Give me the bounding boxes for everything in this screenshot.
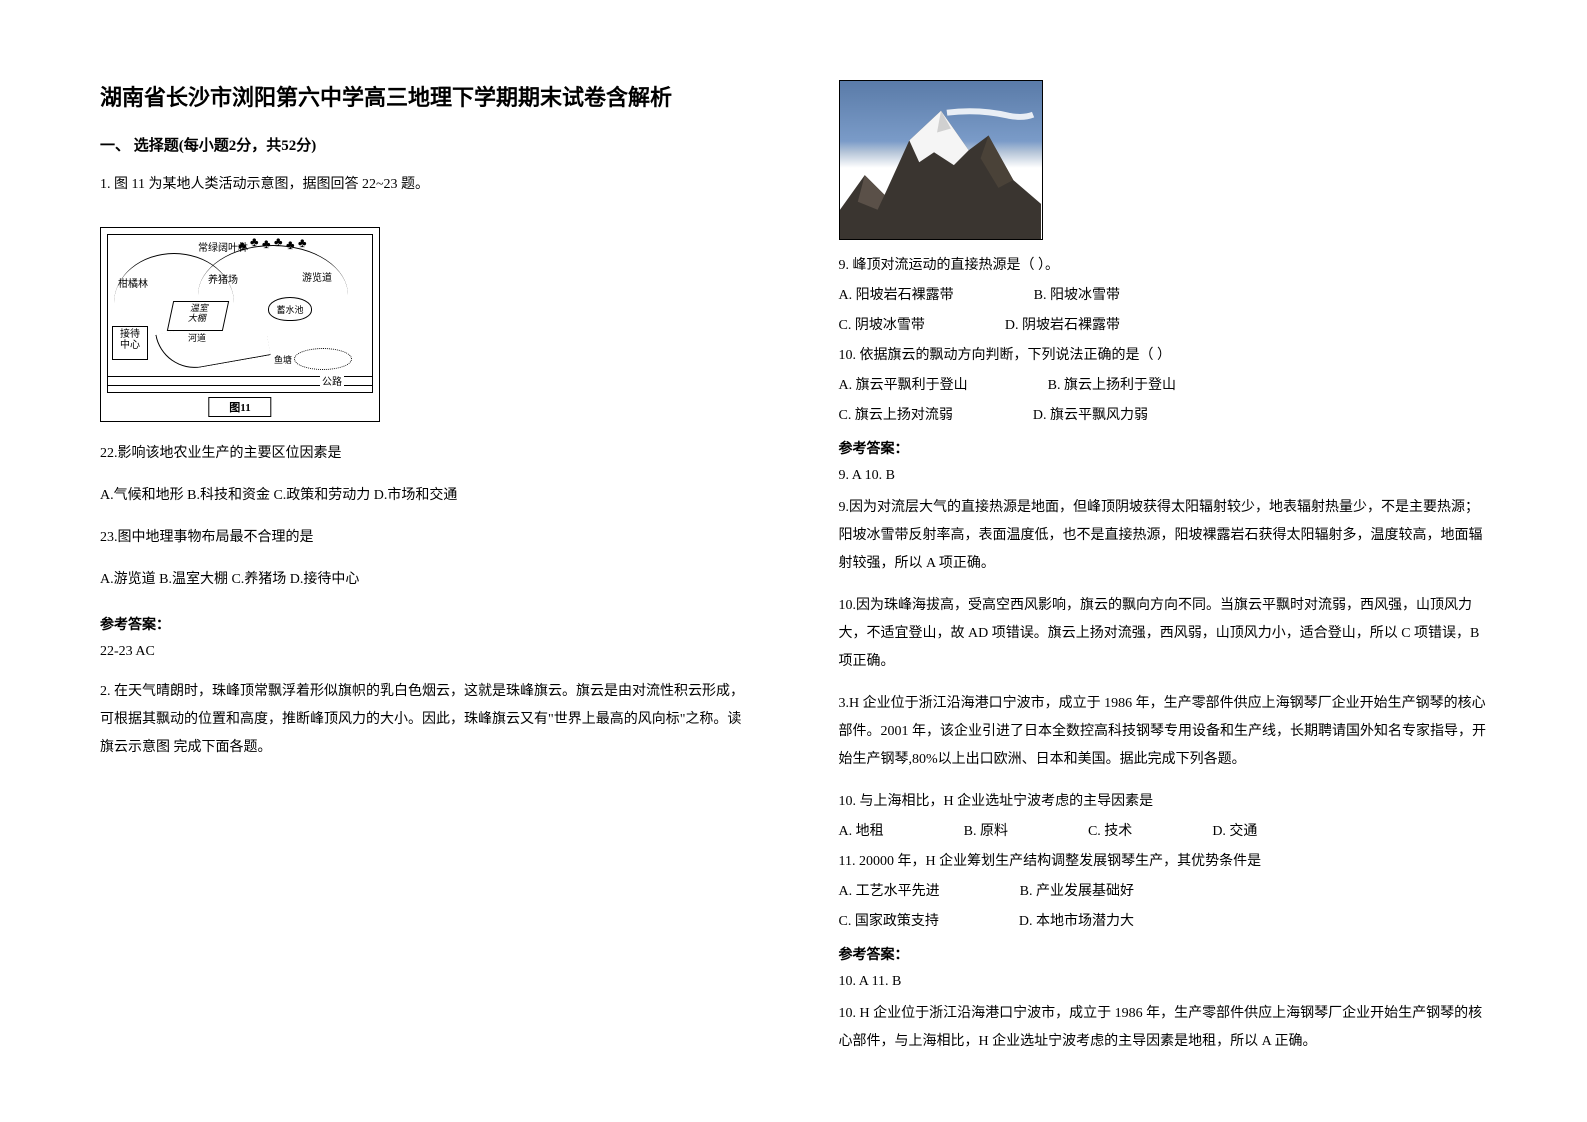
fig-orchard-label: 柑橘林 (118, 275, 148, 290)
q10-row-cd: C. 旗云上扬对流弱 D. 旗云平飘风力弱 (839, 402, 1488, 430)
fig-river-label: 河道 (188, 331, 206, 344)
q9-row-cd: C. 阴坡冰雪带 D. 阴坡岩石裸露带 (839, 312, 1488, 340)
q10-opt-c: C. 旗云上扬对流弱 (839, 408, 953, 423)
q9-opt-c: C. 阴坡冰雪带 (839, 318, 925, 333)
explanation-9: 9.因为对流层大气的直接热源是地面，但峰顶阴坡获得太阳辐射较少，地表辐射热量少，… (839, 494, 1488, 578)
q23-stem: 23.图中地理事物布局最不合理的是 (100, 524, 749, 552)
q10-opt-b: B. 旗云上扬利于登山 (1048, 378, 1176, 393)
mountain-icon (840, 81, 1042, 239)
q10-row-ab: A. 旗云平飘利于登山 B. 旗云上扬利于登山 (839, 372, 1488, 400)
q22-stem: 22.影响该地农业生产的主要区位因素是 (100, 440, 749, 468)
section-heading: 一、 选择题(每小题2分，共52分) (100, 134, 749, 155)
page-title: 湖南省长沙市浏阳第六中学高三地理下学期期末试卷含解析 (100, 80, 749, 112)
q10-opt-d: D. 旗云平飘风力弱 (1033, 408, 1148, 423)
fig-reservoir: 蓄水池 (268, 297, 312, 321)
q10-opt-a: A. 旗云平飘利于登山 (839, 378, 968, 393)
q10-stem: 10. 依据旗云的飘动方向判断，下列说法正确的是（ ） (839, 342, 1488, 370)
answer-2223: 22-23 AC (100, 644, 749, 660)
fig-tour-label: 游览道 (302, 269, 332, 284)
q9-opt-d: D. 阴坡岩石裸露带 (1005, 318, 1120, 333)
q2-stem: 2. 在天气晴朗时，珠峰顶常飘浮着形似旗帜的乳白色烟云，这就是珠峰旗云。旗云是由… (100, 678, 749, 762)
q9-opt-a: A. 阳坡岩石裸露带 (839, 288, 954, 303)
answer-label-1: 参考答案： (100, 614, 749, 634)
explanation-10: 10.因为珠峰海拔高，受高空西风影响，旗云的飘向方向不同。当旗云平飘时对流弱，西… (839, 592, 1488, 676)
q3-q11-stem: 11. 20000 年，H 企业筹划生产结构调整发展钢琴生产，其优势条件是 (839, 848, 1488, 876)
answer-9-10: 9. A 10. B (839, 468, 1488, 484)
left-column: 湖南省长沙市浏阳第六中学高三地理下学期期末试卷含解析 一、 选择题(每小题2分，… (100, 80, 749, 1082)
figure-caption: 图11 (208, 397, 271, 417)
fig-forest-label: 常绿阔叶林 (198, 239, 248, 254)
q22-options: A.气候和地形 B.科技和资金 C.政策和劳动力 D.市场和交通 (100, 482, 749, 510)
everest-photo (839, 80, 1043, 240)
answer-label-3: 参考答案： (839, 944, 1488, 964)
q9-row-ab: A. 阳坡岩石裸露带 B. 阳坡冰雪带 (839, 282, 1488, 310)
q9-opt-b: B. 阳坡冰雪带 (1034, 288, 1120, 303)
figure-11: ♣ ♣ ♣ ♣ ♣ ♣ 常绿阔叶林 柑橘林 养猪场 游览道 温室 大棚 蓄水池 … (100, 227, 749, 422)
q3-q11-cd: C. 国家政策支持D. 本地市场潜力大 (839, 908, 1488, 936)
answer-label-2: 参考答案： (839, 438, 1488, 458)
answer-10-11: 10. A 11. B (839, 974, 1488, 990)
fig-road-label: 公路 (320, 373, 344, 388)
q3-stem: 3.H 企业位于浙江沿海港口宁波市，成立于 1986 年，生产零部件供应上海钢琴… (839, 690, 1488, 774)
q23-options: A.游览道 B.温室大棚 C.养猪场 D.接待中心 (100, 566, 749, 594)
q1-stem: 1. 图 11 为某地人类活动示意图，据图回答 22~23 题。 (100, 171, 749, 199)
fig-pond (294, 348, 352, 370)
q3-q10-opts: A. 地租B. 原料C. 技术D. 交通 (839, 818, 1488, 846)
fig-pond-label: 鱼塘 (274, 353, 292, 366)
q3-q10-stem: 10. 与上海相比，H 企业选址宁波考虑的主导因素是 (839, 788, 1488, 816)
right-column: 9. 峰顶对流运动的直接热源是（ ）。 A. 阳坡岩石裸露带 B. 阳坡冰雪带 C… (839, 80, 1488, 1082)
explanation-q3: 10. H 企业位于浙江沿海港口宁波市，成立于 1986 年，生产零部件供应上海… (839, 1000, 1488, 1056)
q9-stem: 9. 峰顶对流运动的直接热源是（ ）。 (839, 252, 1488, 280)
fig-pig-label: 养猪场 (208, 271, 238, 286)
q3-q11-ab: A. 工艺水平先进B. 产业发展基础好 (839, 878, 1488, 906)
fig-reception: 接待 中心 (112, 326, 148, 360)
